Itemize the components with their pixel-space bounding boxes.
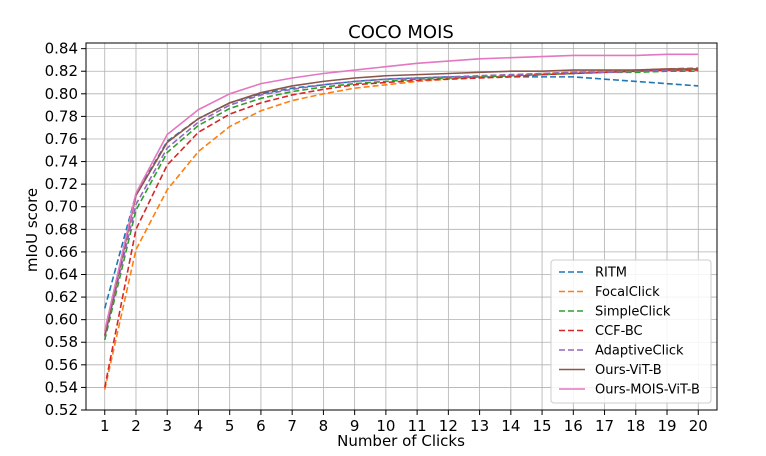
y-tick-label: 0.76 [45, 130, 78, 148]
x-tick-label: 16 [564, 417, 583, 435]
legend: RITM FocalClick SimpleClick CCF-BC AdaptiveC… [550, 259, 712, 404]
x-tick-label: 3 [162, 417, 172, 435]
x-tick-label: 17 [595, 417, 614, 435]
y-tick-label: 0.56 [45, 356, 78, 374]
series-line-adaptiveclick [103, 68, 699, 337]
legend-box [550, 259, 712, 404]
x-tick-label: 9 [350, 417, 360, 435]
y-tick-label: 0.62 [45, 288, 78, 306]
series-line-focalclick [103, 67, 699, 390]
x-tick-label: 14 [501, 417, 520, 435]
x-tick-label: 2 [131, 417, 141, 435]
legend-label: Ours-ViT-B [595, 363, 662, 378]
axis-ticks: 1 2 3 4 5 6 7 8 9 10 11 12 13 14 15 16 17 18 19 200.520.540… [45, 40, 708, 435]
y-tick-label: 0.68 [45, 220, 78, 238]
y-tick-label: 0.60 [45, 311, 78, 329]
legend-label: RITM [595, 266, 627, 281]
chart-title: COCO MOIS [348, 22, 454, 43]
legend-label: SimpleClick [595, 305, 671, 320]
y-tick-label: 0.74 [45, 153, 78, 171]
x-tick-label: 8 [319, 417, 329, 435]
plot-frame [85, 42, 718, 411]
x-tick-label: 4 [194, 417, 204, 435]
x-tick-label: 1 [100, 417, 110, 435]
x-tick-label: 20 [689, 417, 708, 435]
y-tick-label: 0.70 [45, 198, 78, 216]
x-tick-label: 6 [256, 417, 266, 435]
x-tick-label: 19 [657, 417, 676, 435]
x-tick-label: 18 [626, 417, 645, 435]
series-line-ours-mois-vit-b [103, 53, 699, 332]
x-tick-label: 10 [376, 417, 395, 435]
y-tick-label: 0.66 [45, 243, 78, 261]
x-tick-label: 15 [533, 417, 552, 435]
y-tick-label: 0.58 [45, 333, 78, 351]
series-lines [103, 53, 699, 390]
y-tick-label: 0.80 [45, 85, 78, 103]
series-line-ours-vit-b [103, 68, 699, 336]
y-tick-label: 0.64 [45, 265, 78, 283]
x-tick-label: 12 [439, 417, 458, 435]
y-tick-label: 0.84 [45, 40, 78, 58]
x-axis-label: Number of Clicks [337, 432, 465, 450]
y-tick-label: 0.82 [45, 62, 78, 80]
y-tick-label: 0.52 [45, 401, 78, 419]
legend-label: AdaptiveClick [595, 344, 684, 359]
x-tick-label: 11 [408, 417, 427, 435]
x-tick-label: 5 [225, 417, 235, 435]
x-tick-label: 7 [287, 417, 297, 435]
legend-label: Ours-MOIS-ViT-B [595, 383, 700, 398]
legend-label: FocalClick [595, 285, 660, 300]
y-tick-label: 0.72 [45, 175, 78, 193]
y-axis-label: mIoU score [23, 188, 41, 272]
y-tick-label: 0.78 [45, 107, 78, 125]
y-tick-label: 0.54 [45, 378, 78, 396]
legend-label: CCF-BC [595, 324, 643, 339]
x-tick-label: 13 [470, 417, 489, 435]
